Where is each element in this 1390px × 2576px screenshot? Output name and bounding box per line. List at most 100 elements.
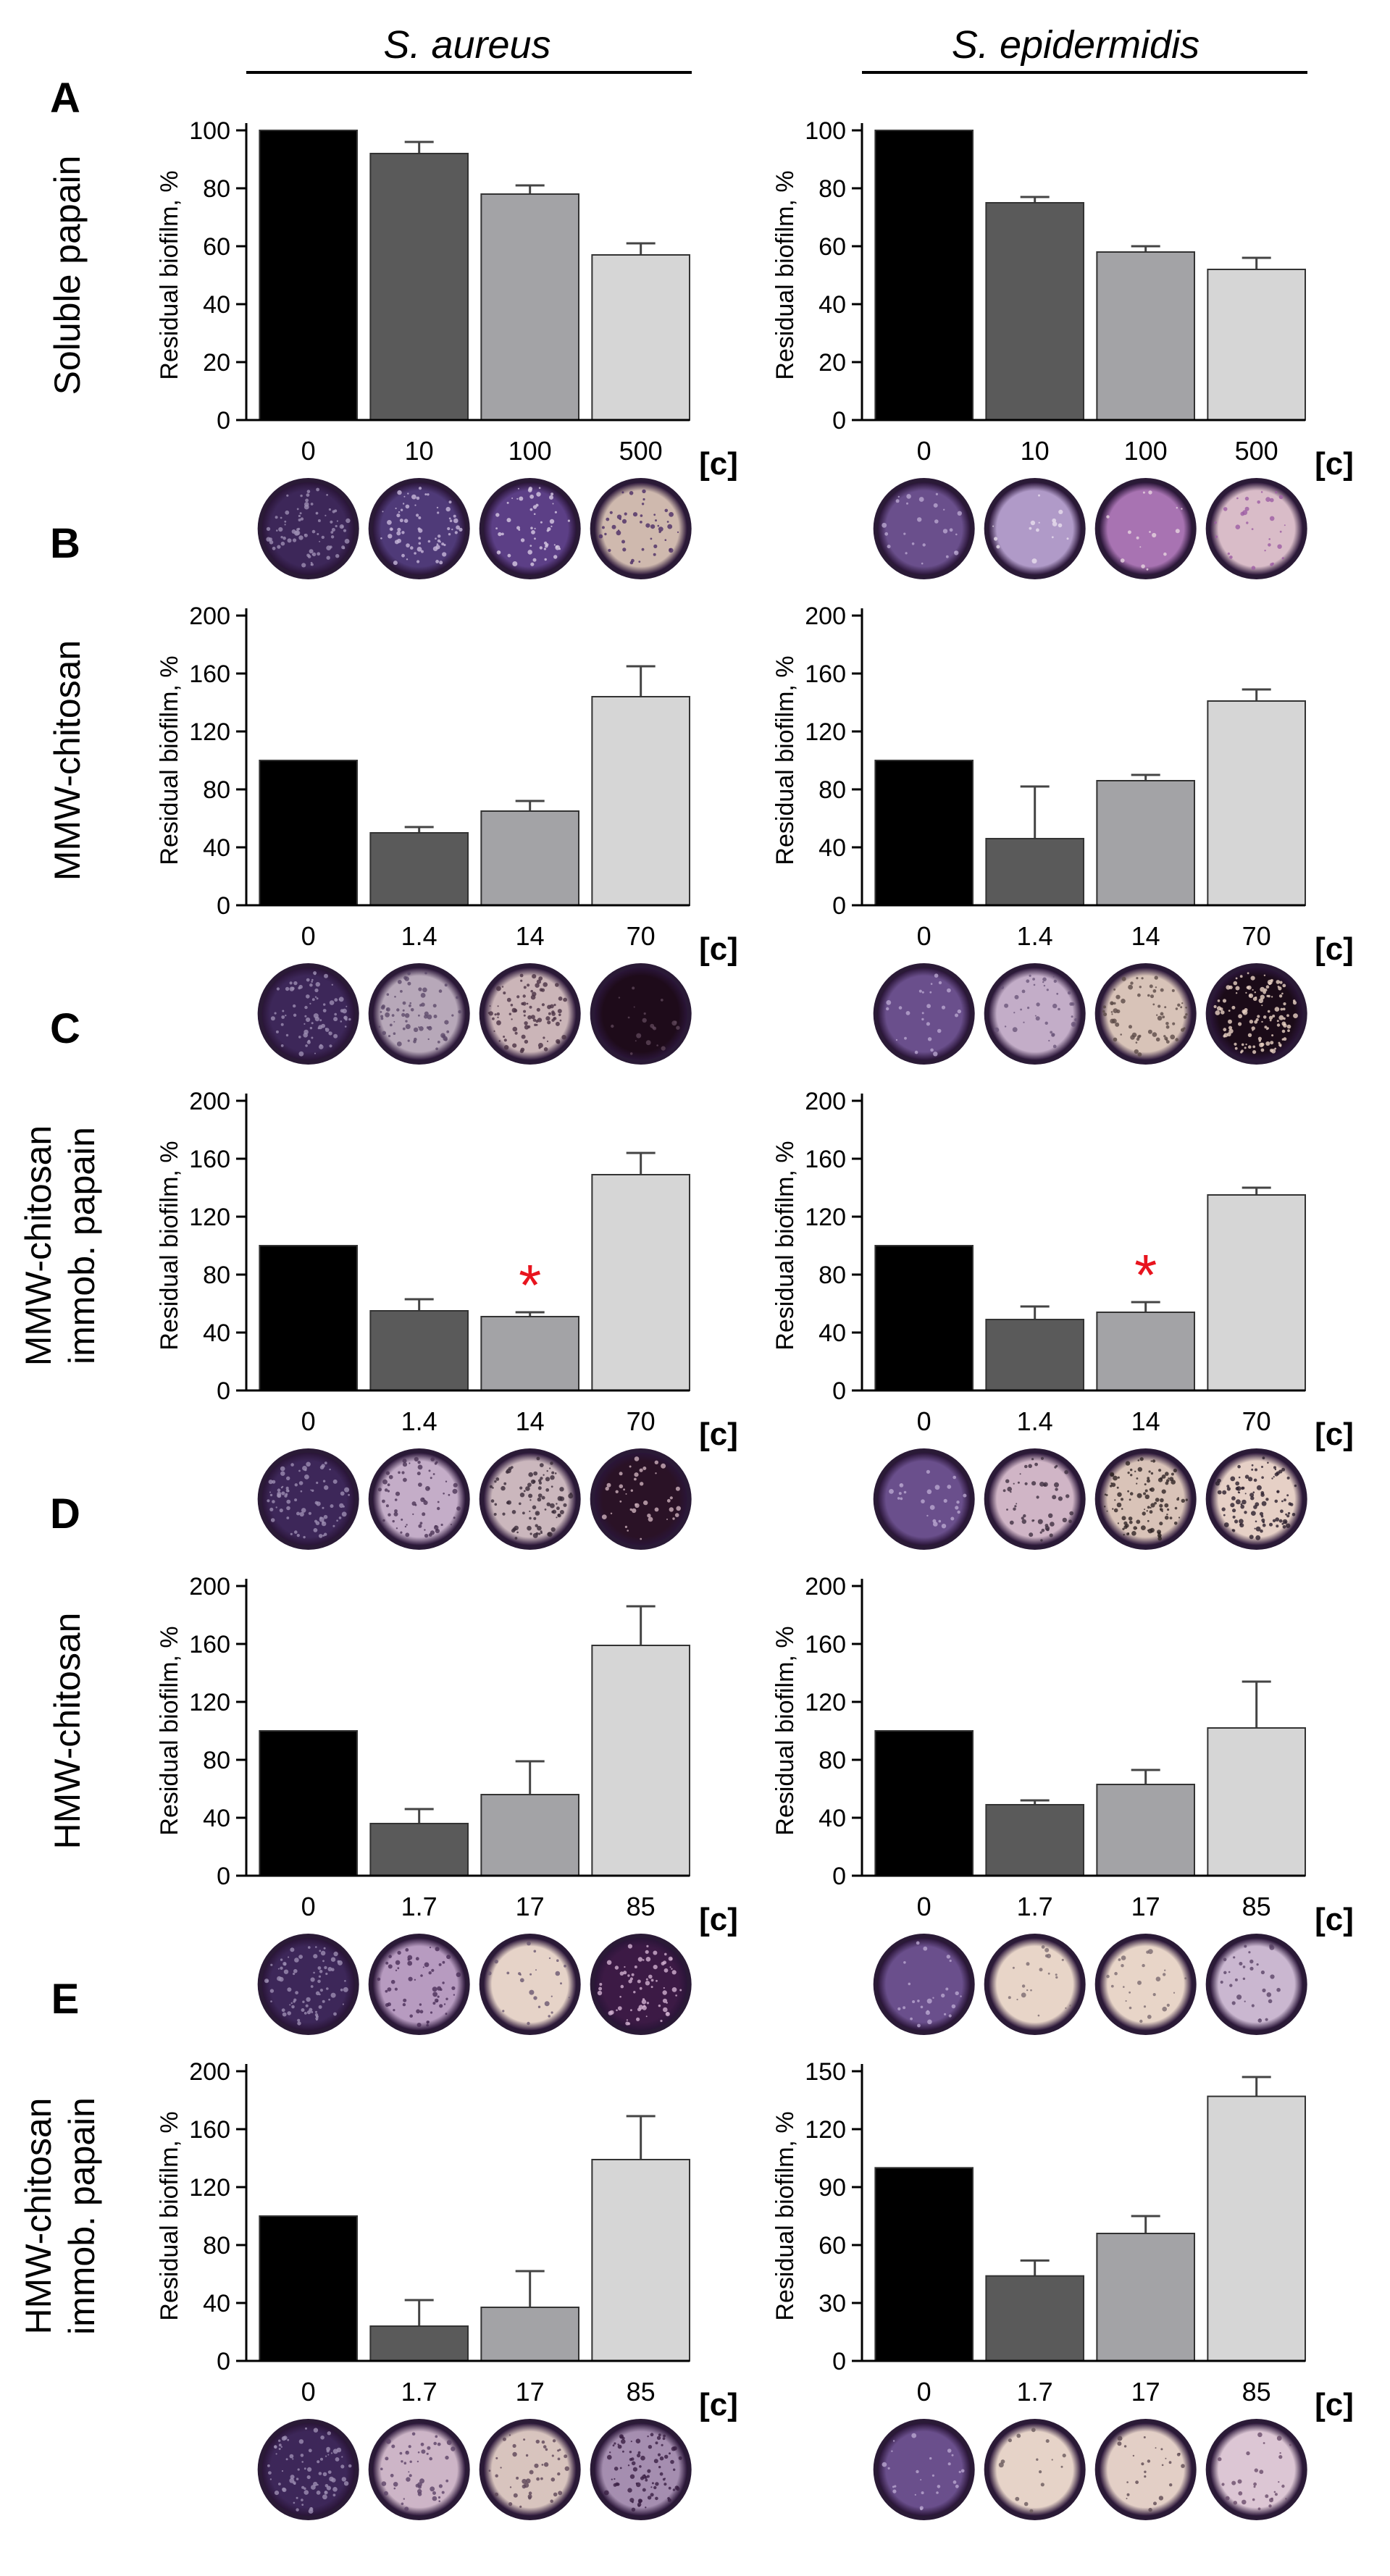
well-speck <box>552 503 554 505</box>
well-speck <box>524 1039 529 1044</box>
well-speck <box>270 1016 275 1021</box>
well-speck <box>296 1534 300 1537</box>
well-speck <box>429 2457 432 2461</box>
y-tick-label: 120 <box>805 1204 846 1231</box>
well-speck <box>1157 1015 1163 1021</box>
well-speck <box>1257 2018 1263 2023</box>
well-speck <box>1251 1464 1254 1467</box>
well-speck <box>405 504 410 509</box>
well-speck <box>1074 1018 1078 1022</box>
well-speck <box>1252 997 1257 1002</box>
well-speck <box>603 2490 609 2496</box>
well-speck <box>1252 1050 1257 1054</box>
well-speck <box>1286 1024 1291 1029</box>
well-speck <box>1217 999 1221 1002</box>
well-speck <box>1276 1490 1280 1493</box>
y-tick-label: 0 <box>832 407 846 435</box>
well-speck <box>1269 1522 1273 1527</box>
well-speck <box>435 560 439 563</box>
row-label-E: HMW-chitosanimmob. papain <box>18 2097 102 2335</box>
well-speck <box>1113 1037 1118 1042</box>
well-speck <box>1174 1506 1178 1510</box>
well-speck <box>1127 1532 1130 1535</box>
well-speck <box>430 1457 435 1461</box>
well-speck <box>388 1474 393 1480</box>
well-speck <box>403 976 408 980</box>
well-speck <box>1176 1498 1179 1501</box>
well-speck <box>650 2493 654 2497</box>
well-speck <box>655 2482 659 2486</box>
well-speck <box>1146 1510 1148 1512</box>
well-speck <box>1128 984 1133 990</box>
well-speck <box>1287 1029 1290 1032</box>
well-speck <box>1157 1004 1161 1008</box>
well-speck <box>539 546 543 550</box>
well-speck <box>1268 1015 1273 1020</box>
well-speck <box>422 1512 426 1516</box>
well-speck <box>293 981 298 986</box>
well-speck <box>276 987 280 991</box>
x-tick-label: 500 <box>1235 436 1278 466</box>
well-speck <box>1221 1010 1225 1015</box>
well-speck <box>1139 986 1142 989</box>
well-speck <box>1139 2019 1143 2023</box>
well-speck <box>1276 1023 1281 1027</box>
well-speck <box>957 1009 962 1014</box>
well-speck <box>1125 1461 1131 1466</box>
well-speck <box>326 494 328 496</box>
well-speck <box>633 1991 636 1994</box>
well-speck <box>324 1485 329 1490</box>
well-speck <box>432 2491 436 2495</box>
well-speck <box>1126 2498 1128 2499</box>
well-speck <box>301 2485 305 2489</box>
well-speck <box>646 1944 649 1947</box>
well-speck <box>529 1516 532 1520</box>
well-speck <box>674 1020 677 1024</box>
well-speck <box>272 546 276 550</box>
well-speck <box>640 514 643 517</box>
well-speck <box>396 513 401 518</box>
conc-label: [c] <box>699 446 738 482</box>
x-tick-label: 1.7 <box>1017 1892 1053 1921</box>
well-speck <box>300 517 304 521</box>
y-axis-label: Residual biofilm, % <box>156 170 183 379</box>
well-speck <box>492 1487 494 1489</box>
well-speck <box>1252 1045 1256 1049</box>
y-axis-label: Residual biofilm, % <box>156 2111 183 2320</box>
well-speck <box>911 542 915 545</box>
well-speck <box>298 1469 301 1472</box>
well-speck <box>494 2492 499 2496</box>
well-speck <box>662 1998 668 2003</box>
well-speck <box>621 519 627 524</box>
well-speck <box>437 1501 440 1503</box>
well-speck <box>1030 520 1036 526</box>
x-tick-label: 0 <box>301 1892 316 1921</box>
well-speck <box>1144 1509 1146 1511</box>
well-image-1.7 <box>368 2419 470 2520</box>
well-speck <box>506 1468 511 1474</box>
well-speck <box>1146 1950 1150 1954</box>
well-speck <box>394 1987 398 1991</box>
well-speck <box>427 540 431 543</box>
well-speck <box>280 1966 283 1970</box>
well-speck <box>402 1001 406 1005</box>
well-speck <box>409 2014 413 2018</box>
well-speck <box>1150 994 1154 999</box>
well-speck <box>430 2486 435 2492</box>
well-speck <box>557 1513 561 1518</box>
well-speck <box>495 1477 500 1481</box>
well-image-0 <box>257 963 359 1065</box>
well-speck <box>1138 1034 1142 1038</box>
well-speck <box>385 1961 389 1965</box>
well-speck <box>405 1024 411 1029</box>
well-speck <box>516 526 520 530</box>
well-speck <box>456 525 460 530</box>
well-speck <box>503 1482 507 1485</box>
x-tick-label: 14 <box>516 1406 545 1436</box>
well-speck <box>389 1023 393 1027</box>
well-speck <box>625 2021 629 2026</box>
well-speck <box>439 561 443 565</box>
x-tick-label: 0 <box>301 921 316 951</box>
well-speck <box>632 2467 638 2472</box>
well-speck <box>937 1028 942 1033</box>
